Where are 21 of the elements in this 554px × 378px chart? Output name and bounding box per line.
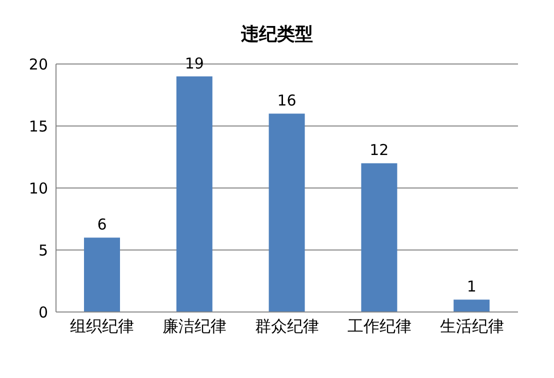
- x-tick-label: 廉洁纪律: [162, 316, 227, 336]
- bar: [176, 76, 212, 312]
- x-tick-label: 生活纪律: [440, 316, 504, 336]
- data-label: 16: [277, 92, 296, 110]
- bar: [361, 163, 398, 312]
- y-tick-label: 10: [28, 179, 48, 198]
- x-tick-label: 工作纪律: [347, 316, 412, 336]
- x-tick-label: 群众纪律: [255, 316, 319, 336]
- bar: [268, 114, 305, 312]
- data-label: 6: [97, 216, 107, 234]
- x-tick-label: 组织纪律: [70, 316, 134, 336]
- bar: [84, 238, 120, 312]
- bar: [454, 300, 490, 312]
- y-tick-label: 0: [38, 303, 48, 322]
- y-tick-label: 15: [28, 117, 48, 136]
- data-label: 1: [466, 278, 476, 296]
- y-tick-label: 20: [28, 55, 48, 74]
- y-tick-label: 5: [38, 241, 48, 260]
- data-label: 12: [370, 141, 389, 160]
- chart-title: 违纪类型: [240, 23, 314, 47]
- data-label: 19: [184, 54, 204, 72]
